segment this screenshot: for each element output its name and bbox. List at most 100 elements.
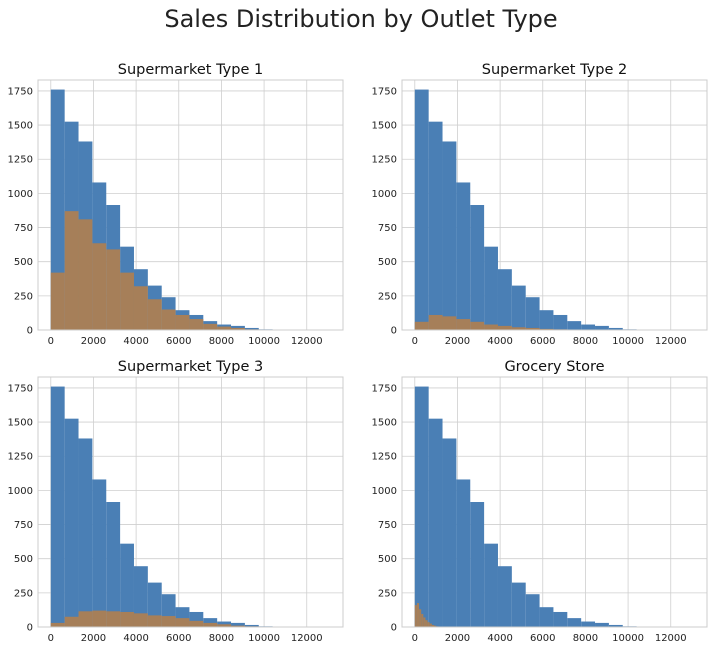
histogram-bar [470,205,485,330]
histogram-bar [203,323,218,330]
histogram-bar [244,327,259,330]
histogram-bar [244,624,259,627]
histogram-bar [456,182,471,330]
x-tick-label: 10000 [248,336,280,347]
histogram-bar [92,243,107,330]
y-tick-label: 1500 [372,121,397,132]
axes-frame [401,79,708,331]
histogram-bar [553,611,568,627]
histogram-bar [456,319,471,330]
y-tick-label: 1750 [372,383,397,394]
histogram-bar [120,543,134,627]
series-1 [414,89,637,331]
histogram-bar [50,386,65,627]
y-tick-label: 1000 [8,189,33,200]
histogram-bar [539,607,554,627]
y-tick-label: 500 [14,257,33,268]
histogram-bar [595,622,609,627]
y-tick-label: 1500 [8,418,33,429]
histogram-bar [539,310,554,330]
histogram-bar [567,618,582,627]
histogram-bar [92,479,107,627]
histogram-bar [433,625,437,627]
y-tick-label: 1750 [8,383,33,394]
histogram-bar [425,620,428,627]
subplots-grid: 0 2000 4000 6000 8000 10000 12000 0 250 500 750 100… [8,62,708,644]
histogram-bar [497,269,512,330]
y-tick-label: 1750 [372,86,397,97]
histogram-bar [429,623,432,627]
histogram-bar [484,246,498,330]
x-tick-label: 8000 [573,336,598,347]
subplot-title: Supermarket Type 2 [482,62,627,78]
histogram-bar [497,566,512,627]
histogram-bar [423,617,426,627]
histogram-bar [414,386,429,627]
y-tick-label: 1000 [372,189,397,200]
histogram-bar [428,418,443,627]
histogram-bar [581,621,596,627]
x-tick-label: 6000 [166,633,191,644]
histogram-bar [106,502,121,627]
y-tick-label: 1250 [8,452,33,463]
y-tick-label: 750 [14,520,33,531]
histogram-bar [231,625,245,627]
histogram-bar [106,611,121,627]
histogram-bar [120,272,134,330]
histogram-bar [595,325,609,330]
y-tick-label: 1500 [372,418,397,429]
histogram-bar [50,89,65,331]
subplot-4: 0 2000 4000 6000 8000 10000 12000 0 250 500 750 100… [372,359,708,644]
x-tick-label: 2000 [445,633,470,644]
subplot-title: Grocery Store [504,359,604,375]
histogram-bar [525,297,540,330]
x-tick-label: 2000 [81,336,106,347]
x-tick-label: 0 [48,633,54,644]
x-tick-label: 0 [48,336,54,347]
x-tick-label: 12000 [655,336,687,347]
histogram-bar [442,141,457,330]
histogram-bar [92,610,107,627]
histogram-bar [484,324,498,330]
histogram-bar [608,327,623,330]
histogram-bar [511,327,526,330]
histogram-bar [553,314,568,330]
histogram-bar [421,614,424,627]
x-tick-label: 12000 [291,336,323,347]
axes-frame [37,79,344,331]
series-2 [50,211,273,330]
subplot-title: Supermarket Type 1 [118,62,263,78]
series-1 [414,386,637,627]
x-tick-label: 4000 [487,336,512,347]
y-tick-label: 250 [378,588,397,599]
figure-title: Sales Distribution by Outlet Type [164,5,557,33]
subplot-2: 0 2000 4000 6000 8000 10000 12000 0 250 500 750 100… [372,62,708,347]
histogram-bar [78,438,93,627]
x-tick-label: 8000 [209,336,234,347]
subplot-title: Supermarket Type 3 [118,359,263,375]
axes-frame [401,376,708,628]
histogram-bar [414,321,429,330]
x-tick-label: 6000 [530,633,555,644]
y-tick-label: 1750 [8,86,33,97]
histogram-bar [416,603,420,627]
histogram-bar [525,327,540,330]
y-tick-label: 250 [378,291,397,302]
histogram-bar [427,622,430,627]
histogram-bar [133,613,148,627]
x-tick-label: 12000 [291,633,323,644]
histogram-bar [64,211,79,330]
histogram-bar [470,502,485,627]
x-tick-label: 4000 [487,633,512,644]
histogram-bar [217,624,232,627]
histogram-bar [419,609,422,627]
histogram-bar [133,286,148,330]
histogram-bar [50,272,65,330]
histogram-bar [231,622,245,627]
histogram-bar [78,219,93,330]
x-tick-label: 8000 [573,633,598,644]
x-tick-label: 10000 [612,633,644,644]
histogram-bar [189,620,204,627]
histogram-bar [50,622,65,627]
y-tick-label: 250 [14,291,33,302]
